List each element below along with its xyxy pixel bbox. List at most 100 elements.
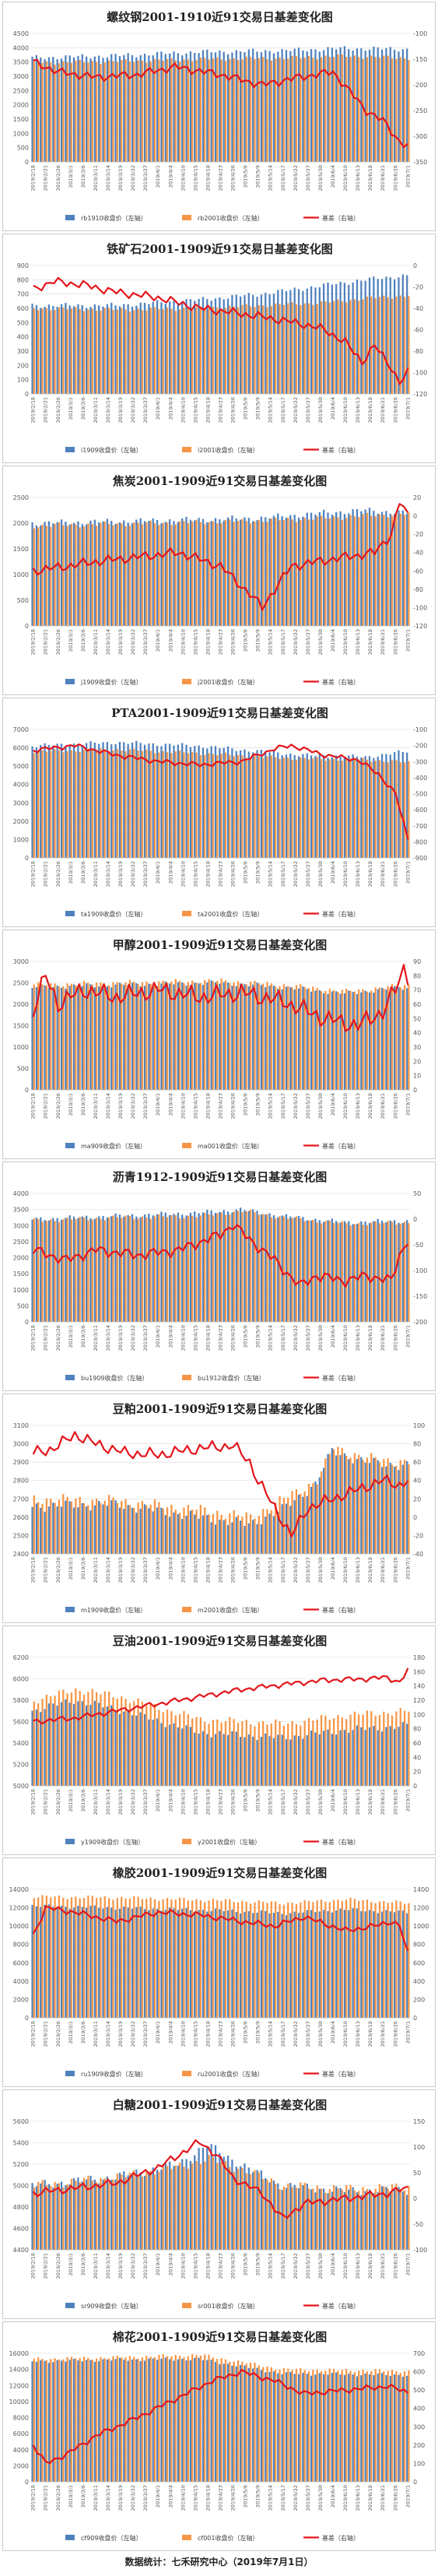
bar-near xyxy=(102,1908,104,2018)
bar-far xyxy=(54,749,56,858)
y-right-tick-label: -60 xyxy=(413,568,423,575)
bar-near xyxy=(177,2359,179,2482)
x-tick-label: 2019/5/17 xyxy=(280,629,286,655)
bar-near xyxy=(123,985,125,1090)
bar-near xyxy=(185,53,187,162)
bar-near xyxy=(401,2376,404,2482)
x-tick-label: 2019/4/23 xyxy=(218,165,224,191)
bar-far xyxy=(62,752,65,858)
bar-far xyxy=(153,753,156,858)
bar-far xyxy=(82,749,86,858)
bar-near xyxy=(127,743,129,858)
bar-far xyxy=(187,2356,189,2482)
x-tick-label: 2019/3/19 xyxy=(117,1789,124,1815)
bar-far xyxy=(212,58,215,162)
y-right-tick-label: -800 xyxy=(413,838,427,845)
bar-near xyxy=(268,518,271,626)
legend-swatch-far xyxy=(182,679,191,684)
x-tick-label: 2019/2/18 xyxy=(30,2253,37,2279)
bar-near xyxy=(385,2374,387,2482)
bar-near xyxy=(223,51,225,162)
bar-near xyxy=(323,1910,325,2018)
bar-far xyxy=(128,979,131,1090)
bar-far xyxy=(220,523,223,626)
bar-far xyxy=(45,2185,47,2250)
bar-far xyxy=(58,750,61,858)
y-left-tick-label: 5000 xyxy=(13,763,29,770)
bar-near xyxy=(335,1455,338,1554)
bar-far xyxy=(187,753,189,858)
bar-near xyxy=(348,990,350,1090)
y-left-tick-label: 2000 xyxy=(13,102,29,109)
bar-near xyxy=(364,1911,366,2018)
bar-near xyxy=(373,2193,375,2250)
x-tick-label: 2019/4/18 xyxy=(205,2253,211,2279)
bar-far xyxy=(249,757,252,858)
bar-near xyxy=(60,519,63,626)
x-tick-label: 2019/6/18 xyxy=(367,861,373,887)
legend-label: ta1909收盘价（左轴） xyxy=(81,910,146,918)
x-tick-label: 2019/2/26 xyxy=(55,165,61,191)
bar-far xyxy=(100,748,102,858)
bar-far xyxy=(183,752,185,858)
bar-far xyxy=(183,2167,185,2250)
bar-near xyxy=(348,1459,350,1554)
bar-far xyxy=(408,296,410,394)
bar-near xyxy=(139,2360,142,2482)
bar-far xyxy=(91,308,93,394)
bar-near xyxy=(169,1907,171,2018)
bar-far xyxy=(374,987,377,1090)
legend-label: m1909收盘价（左轴） xyxy=(81,1606,146,1614)
bar-near xyxy=(285,2188,288,2250)
bar-near xyxy=(377,1913,379,2018)
bar-near xyxy=(401,510,404,626)
x-tick-label: 2019/3/1 xyxy=(68,861,74,884)
bar-far xyxy=(332,758,335,858)
bar-far xyxy=(295,304,298,394)
bar-far xyxy=(70,1219,73,1322)
x-tick-label: 2019/6/26 xyxy=(392,165,398,191)
legend-label: ru2001收盘价（左轴） xyxy=(198,2070,264,2078)
bar-far xyxy=(378,297,381,394)
bar-far xyxy=(103,749,106,858)
y-right-tick-label: -900 xyxy=(413,855,427,862)
legend-label: 基差（右轴） xyxy=(322,1606,359,1614)
legend-swatch-near xyxy=(65,1839,75,1844)
bar-near xyxy=(118,741,121,858)
bar-far xyxy=(33,308,35,394)
bar-near xyxy=(240,1913,242,2018)
bar-far xyxy=(108,1495,110,1554)
bar-far xyxy=(291,302,293,394)
bar-near xyxy=(406,48,408,162)
bar-far xyxy=(183,1507,185,1554)
bar-near xyxy=(289,515,292,626)
bar-far xyxy=(307,759,310,858)
bar-far xyxy=(103,2178,106,2250)
bar-near xyxy=(93,1505,96,1554)
x-tick-label: 2019/4/10 xyxy=(180,2485,186,2511)
bar-far xyxy=(266,1509,268,1554)
bar-near xyxy=(164,54,166,162)
bar-far xyxy=(287,2368,289,2482)
bar-near xyxy=(160,2358,163,2482)
bar-far xyxy=(87,62,89,162)
bar-far xyxy=(100,2356,102,2482)
bar-near xyxy=(306,288,308,394)
bar-far xyxy=(349,1457,352,1554)
bar-far xyxy=(282,1725,286,1786)
bar-far xyxy=(300,520,302,626)
bar-far xyxy=(199,754,201,858)
bar-far xyxy=(312,2370,314,2482)
bar-far xyxy=(287,1218,289,1322)
bar-far xyxy=(124,1215,127,1322)
bar-far xyxy=(341,989,343,1090)
bar-far xyxy=(54,310,56,394)
x-tick-label: 2019/3/19 xyxy=(117,2253,124,2279)
bar-far xyxy=(100,311,102,394)
x-tick-label: 2019/3/22 xyxy=(130,397,136,423)
bar-far xyxy=(187,59,189,163)
chart-svg: 豆油2001-1909近91交易日基差变化图500052005400560058… xyxy=(13,1634,426,1846)
bar-far xyxy=(191,1509,194,1554)
y-right-tick-label: -400 xyxy=(413,775,427,782)
bar-near xyxy=(398,51,400,163)
